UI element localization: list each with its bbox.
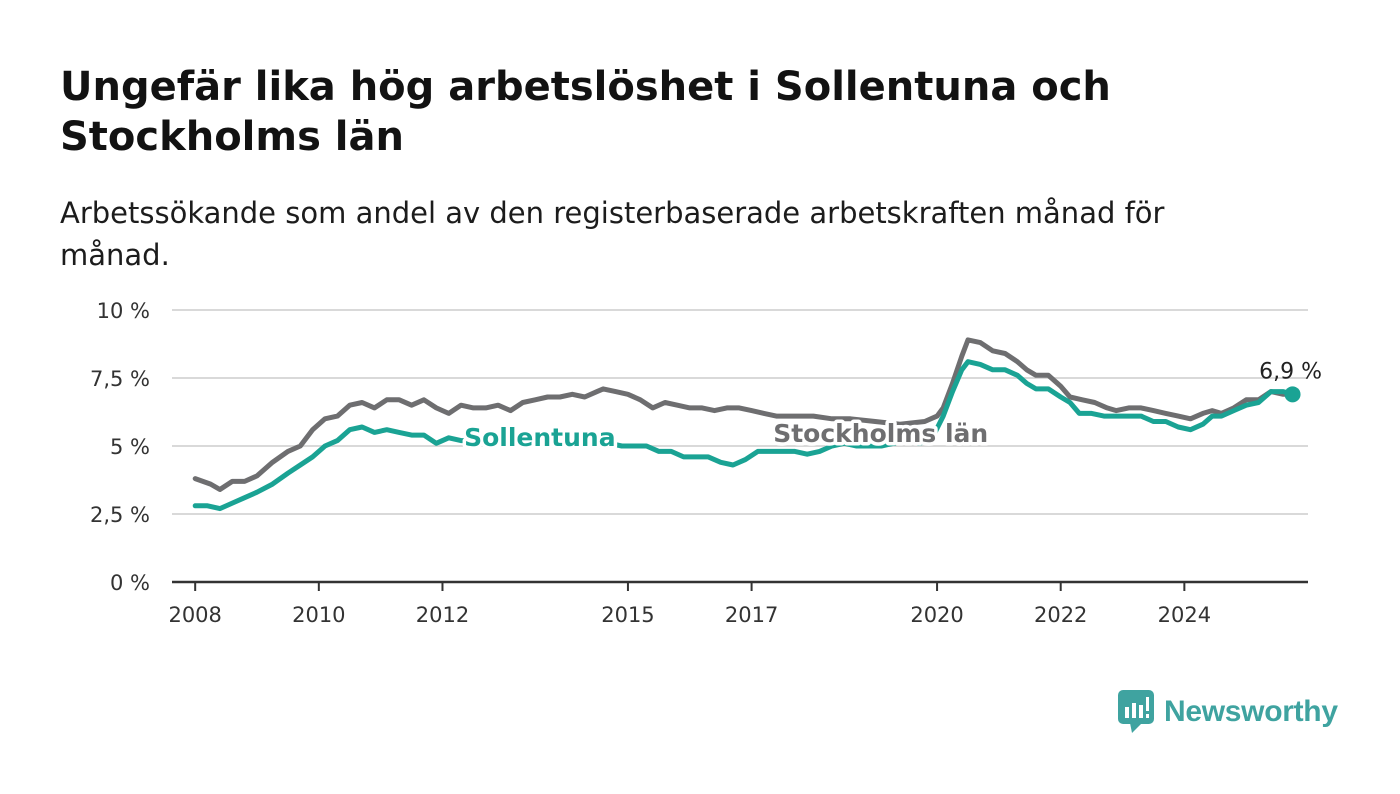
x-tick-label: 2017 [725,603,778,627]
series-line-sollentuna [192,359,1295,512]
y-tick-label: 10 % [97,299,150,323]
x-tick-label: 2008 [168,603,221,627]
x-tick-label: 2020 [910,603,963,627]
x-tick-label: 2015 [601,603,654,627]
series-line-stockholms-lan [192,337,1295,492]
y-tick-label: 7,5 % [90,367,150,391]
x-tick-label: 2022 [1034,603,1087,627]
x-tick-label: 2010 [292,603,345,627]
x-axis-ticks: 2008 2010 2012 2015 2017 2020 2022 2024 [168,582,1211,627]
y-axis-ticks: 0 % 2,5 % 5 % 7,5 % 10 % [90,299,150,595]
grid-lines [172,309,1308,584]
series-label-sollentuna: Sollentuna [464,423,615,452]
end-value-label: 6,9 % [1259,359,1322,384]
page-title: Ungefär lika hög arbetslöshet i Sollentu… [60,64,1111,160]
newsworthy-logo-icon [1118,690,1154,733]
x-tick-label: 2024 [1158,603,1211,627]
y-tick-label: 2,5 % [90,503,150,527]
series-lines [192,337,1295,512]
y-tick-label: 5 % [110,435,150,459]
y-tick-label: 0 % [110,571,150,595]
brand-logo: Newsworthy [1118,690,1338,734]
line-chart: 0 % 2,5 % 5 % 7,5 % 10 % 2008 2010 2012 2015 201… [90,299,1322,627]
series-label-stockholms-lan: Stockholms län [773,419,988,448]
brand-name: Newsworthy [1164,695,1338,728]
end-point-marker [1284,386,1301,403]
page-subtitle: Arbetssökande som andel av den registerb… [60,196,1165,272]
series-labels: Stockholms län Sollentuna 6,9 % [461,359,1322,455]
x-tick-label: 2012 [416,603,469,627]
